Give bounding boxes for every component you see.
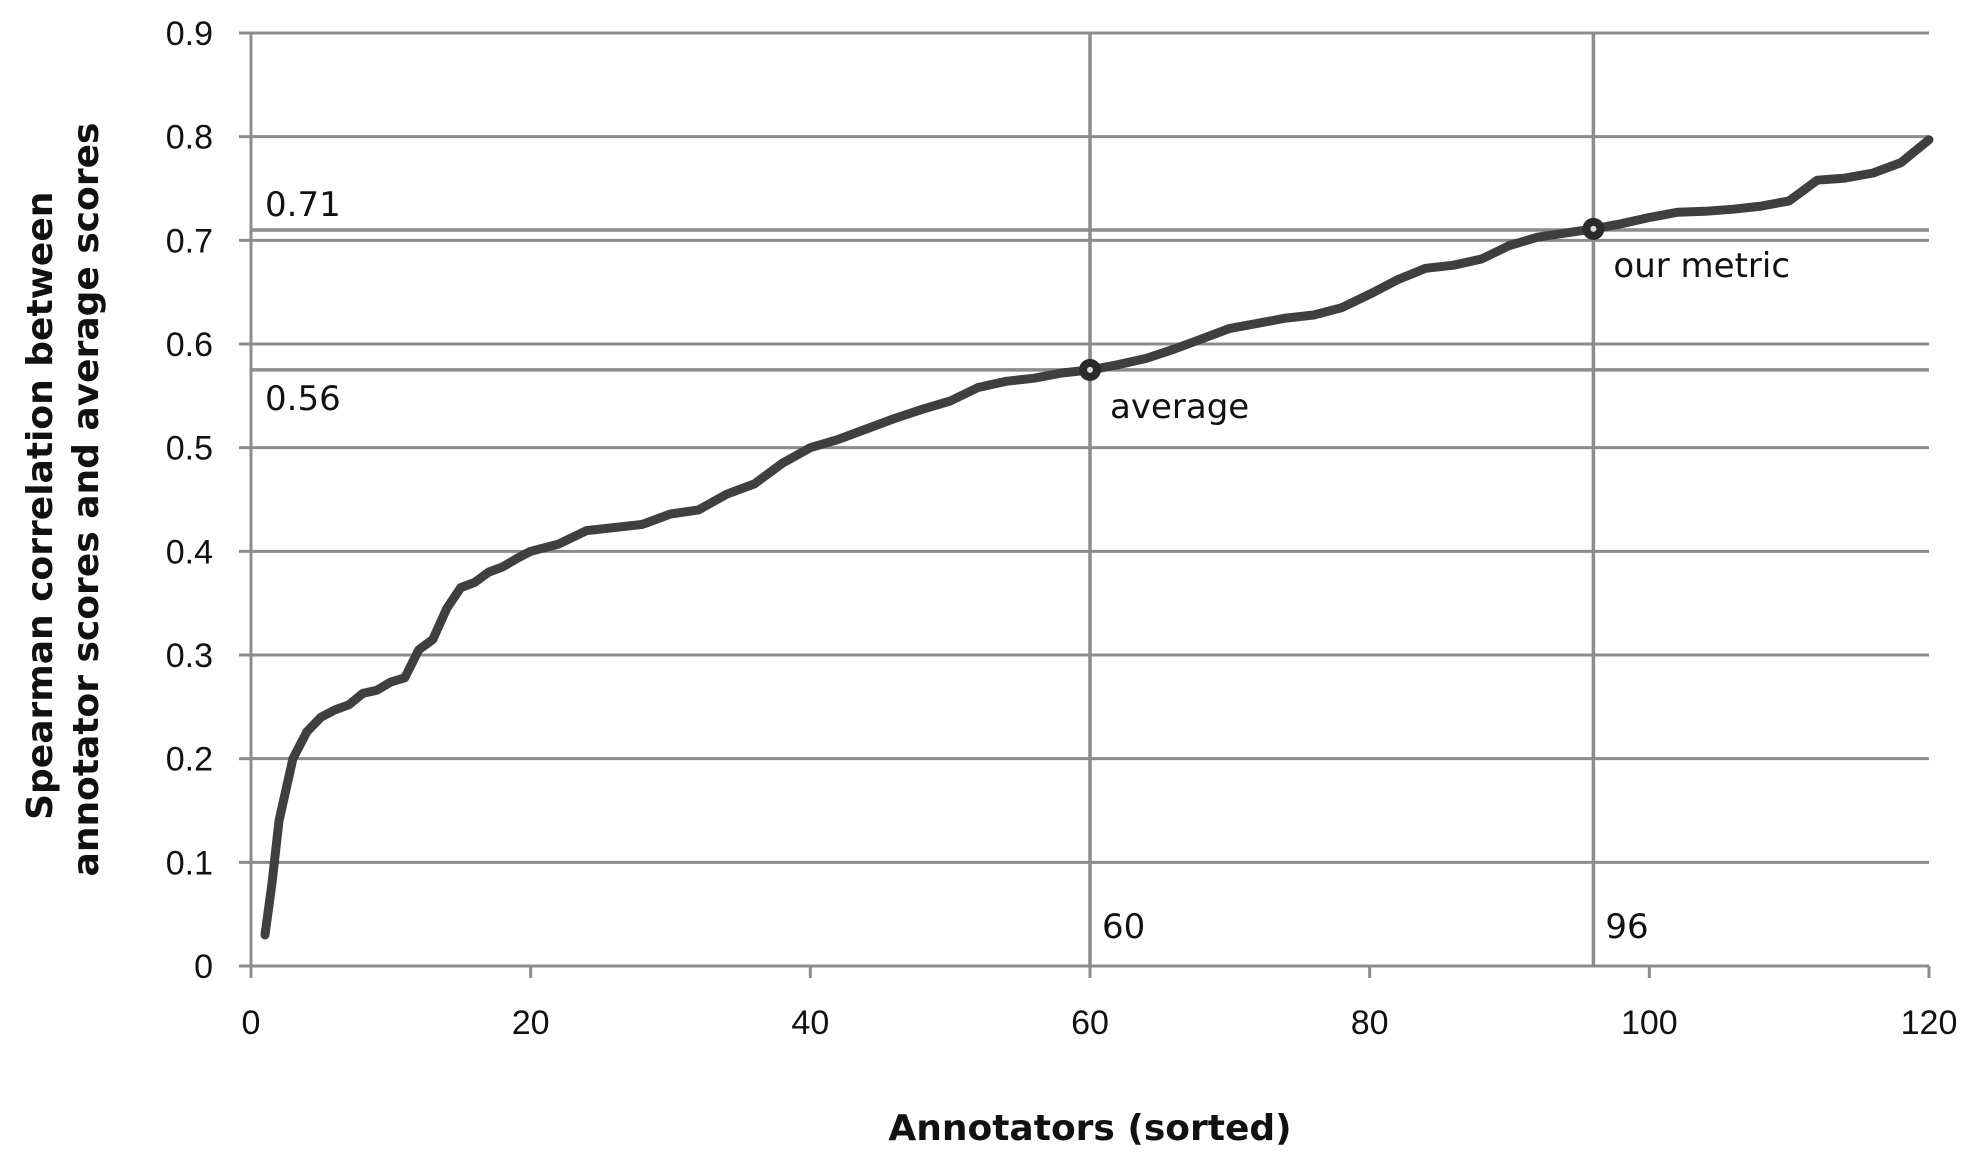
marker-label: average [1110, 387, 1249, 427]
x-axis-title: Annotators (sorted) [888, 1108, 1291, 1149]
y-tick-label: 0.9 [166, 15, 213, 53]
markers [1079, 217, 1605, 381]
x-tick-label: 120 [1901, 1004, 1958, 1042]
x-tick-label: 20 [512, 1004, 550, 1042]
y-axis-title-line-1: Spearman correlation between [20, 192, 61, 820]
reference-label-y: 0.71 [265, 185, 341, 225]
y-tick-label: 0.6 [166, 326, 213, 364]
y-axis-title-line-2: annotator scores and average scores [66, 123, 107, 877]
reference-lines [251, 33, 1929, 966]
y-tick-label: 0.1 [166, 844, 213, 882]
y-tick-label: 0.7 [166, 222, 213, 260]
y-tick-label: 0.3 [166, 637, 213, 675]
reference-label-x: 60 [1102, 907, 1145, 947]
annotations: 0.71 0.56 60 96 average our metric [265, 185, 1790, 947]
y-tick-label: 0.5 [166, 430, 213, 468]
y-tick-label: 0.2 [166, 741, 213, 779]
x-tick-label: 80 [1351, 1004, 1389, 1042]
reference-label-y: 0.56 [265, 379, 341, 419]
x-tick-label: 100 [1621, 1004, 1678, 1042]
y-axis-title: Spearman correlation between annotator s… [20, 123, 107, 877]
y-tick-label: 0.8 [166, 119, 213, 157]
y-tick-label: 0 [194, 948, 213, 986]
x-tick-label: 40 [791, 1004, 829, 1042]
x-tick-label: 60 [1071, 1004, 1109, 1042]
data-marker-center [1087, 366, 1093, 373]
reference-label-x: 96 [1605, 907, 1648, 947]
marker-label: our metric [1613, 246, 1790, 286]
tick-labels: 0 0.1 0.2 0.3 0.4 0.5 0.6 0.7 0.8 0.9 0 20 40 60 80 100… [166, 15, 1958, 1042]
y-tick-label: 0.4 [166, 533, 213, 571]
data-marker-center [1590, 225, 1597, 232]
axes [239, 31, 1931, 978]
x-tick-label: 0 [242, 1004, 261, 1042]
